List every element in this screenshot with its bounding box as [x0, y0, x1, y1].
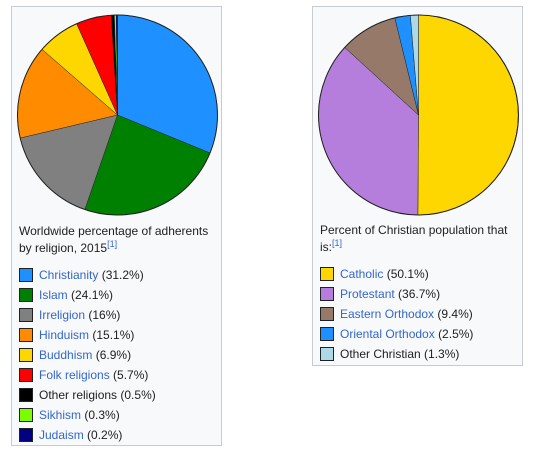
- legend-swatch: [19, 288, 33, 302]
- christian-chart-reference[interactable]: [1]: [332, 238, 343, 248]
- legend-percent: (0.2%): [87, 428, 123, 442]
- legend-percent: (0.5%): [120, 388, 156, 402]
- legend-label-hinduism[interactable]: Hinduism: [39, 328, 90, 342]
- legend-label-protestant[interactable]: Protestant: [340, 287, 395, 301]
- legend-item-eastern-orthodox: Eastern Orthodox (9.4%): [320, 304, 473, 324]
- legend-percent: (16%): [88, 308, 121, 322]
- legend-swatch: [19, 308, 33, 322]
- pie-outline: [17, 14, 218, 216]
- legend-percent: (2.5%): [438, 327, 474, 341]
- religion-chart-title: Worldwide percentage of adherents by rel…: [19, 224, 209, 255]
- legend-text: Catholic (50.1%): [340, 267, 429, 281]
- legend-text: Other religions (0.5%): [39, 388, 156, 402]
- legend-swatch: [19, 368, 33, 382]
- legend-label-other-christian: Other Christian: [340, 347, 421, 361]
- legend-label-irreligion[interactable]: Irreligion: [39, 308, 86, 322]
- religion-pie-chart: [17, 14, 218, 216]
- christian-pie-chart: [318, 14, 519, 216]
- legend-swatch: [19, 408, 33, 422]
- legend-percent: (24.1%): [71, 288, 114, 302]
- pie-slice-catholic: [417, 14, 519, 216]
- legend-text: Islam (24.1%): [39, 288, 113, 302]
- religion-chart-legend: Christianity (31.2%) Islam (24.1%) Irrelig…: [19, 265, 156, 445]
- legend-item-other-christian: Other Christian (1.3%): [320, 344, 473, 364]
- legend-text: Christianity (31.2%): [39, 268, 144, 282]
- legend-swatch: [19, 428, 33, 442]
- legend-label-catholic[interactable]: Catholic: [340, 267, 384, 281]
- legend-item-buddhism: Buddhism (6.9%): [19, 345, 156, 365]
- legend-item-islam: Islam (24.1%): [19, 285, 156, 305]
- legend-text: Buddhism (6.9%): [39, 348, 131, 362]
- legend-percent: (15.1%): [92, 328, 135, 342]
- legend-percent: (36.7%): [398, 287, 441, 301]
- legend-item-sikhism: Sikhism (0.3%): [19, 405, 156, 425]
- legend-text: Oriental Orthodox (2.5%): [340, 327, 473, 341]
- legend-label-oriental-orthodox[interactable]: Oriental Orthodox: [340, 327, 435, 341]
- legend-swatch: [19, 328, 33, 342]
- legend-item-folk-religions: Folk religions (5.7%): [19, 365, 156, 385]
- legend-item-catholic: Catholic (50.1%): [320, 264, 473, 284]
- legend-percent: (50.1%): [386, 267, 429, 281]
- religion-chart-card: Worldwide percentage of adherents by rel…: [11, 6, 222, 446]
- legend-percent: (0.3%): [84, 408, 120, 422]
- legend-item-oriental-orthodox: Oriental Orthodox (2.5%): [320, 324, 473, 344]
- legend-swatch: [320, 347, 334, 361]
- legend-text: Hinduism (15.1%): [39, 328, 134, 342]
- legend-item-protestant: Protestant (36.7%): [320, 284, 473, 304]
- christian-chart-card: Percent of Christian population that is:…: [312, 6, 523, 366]
- legend-percent: (9.4%): [437, 307, 473, 321]
- legend-item-irreligion: Irreligion (16%): [19, 305, 156, 325]
- religion-chart-caption: Worldwide percentage of adherents by rel…: [19, 223, 219, 257]
- legend-text: Sikhism (0.3%): [39, 408, 120, 422]
- legend-percent: (5.7%): [113, 368, 149, 382]
- legend-percent: (31.2%): [101, 268, 144, 282]
- religion-chart-reference[interactable]: [1]: [107, 239, 118, 249]
- legend-swatch: [320, 327, 334, 341]
- legend-text: Protestant (36.7%): [340, 287, 440, 301]
- legend-percent: (1.3%): [424, 347, 460, 361]
- legend-swatch: [19, 348, 33, 362]
- legend-label-judaism[interactable]: Judaism: [39, 428, 84, 442]
- christian-chart-caption: Percent of Christian population that is:…: [320, 222, 520, 256]
- legend-item-other-religions: Other religions (0.5%): [19, 385, 156, 405]
- legend-label-buddhism[interactable]: Buddhism: [39, 348, 93, 362]
- legend-swatch: [19, 268, 33, 282]
- christian-chart-legend: Catholic (50.1%) Protestant (36.7%) Easter…: [320, 264, 473, 364]
- legend-item-hinduism: Hinduism (15.1%): [19, 325, 156, 345]
- legend-label-christianity[interactable]: Christianity: [39, 268, 99, 282]
- christian-chart-title: Percent of Christian population that is:: [320, 223, 508, 254]
- legend-text: Judaism (0.2%): [39, 428, 122, 442]
- legend-label-other-religions: Other religions: [39, 388, 118, 402]
- legend-swatch: [320, 307, 334, 321]
- legend-label-folk-religions[interactable]: Folk religions: [39, 368, 110, 382]
- legend-item-christianity: Christianity (31.2%): [19, 265, 156, 285]
- legend-label-sikhism[interactable]: Sikhism: [39, 408, 82, 422]
- legend-label-eastern-orthodox[interactable]: Eastern Orthodox: [340, 307, 435, 321]
- legend-text: Other Christian (1.3%): [340, 347, 459, 361]
- pie-outline: [318, 14, 519, 216]
- legend-swatch: [320, 267, 334, 281]
- legend-text: Eastern Orthodox (9.4%): [340, 307, 473, 321]
- legend-text: Folk religions (5.7%): [39, 368, 148, 382]
- legend-item-judaism: Judaism (0.2%): [19, 425, 156, 445]
- legend-swatch: [19, 388, 33, 402]
- legend-percent: (6.9%): [95, 348, 132, 362]
- legend-label-islam[interactable]: Islam: [39, 288, 68, 302]
- legend-text: Irreligion (16%): [39, 308, 120, 322]
- legend-swatch: [320, 287, 334, 301]
